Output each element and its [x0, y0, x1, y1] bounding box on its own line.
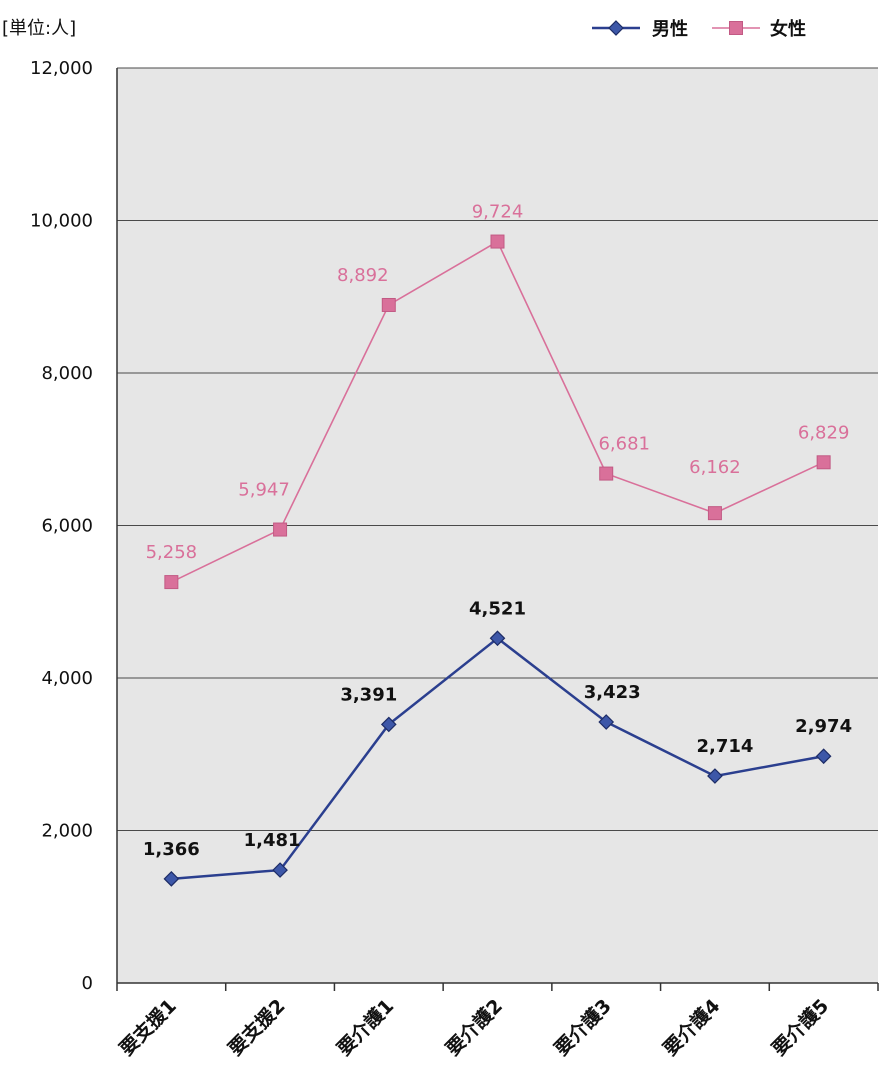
data-point-female [707, 506, 722, 521]
legend-label-male: 男性 [652, 18, 688, 40]
data-label-male: 3,391 [340, 684, 397, 705]
data-point-male [815, 748, 832, 765]
legend-marker-female [729, 21, 743, 35]
unit-label: [単位:人] [2, 18, 76, 39]
data-point-male [380, 716, 397, 733]
data-label-female: 5,258 [146, 542, 198, 563]
data-point-female [599, 466, 614, 481]
data-point-male [707, 768, 723, 784]
x-category-label: 要介護3 [550, 994, 616, 1060]
data-label-male: 2,974 [795, 716, 852, 737]
y-tick-label: 4,000 [41, 668, 93, 689]
y-tick-label: 2,000 [41, 821, 93, 842]
data-point-female [490, 234, 505, 249]
y-tick-label: 8,000 [41, 363, 93, 384]
legend-marker-male [608, 20, 624, 36]
x-category-label: 要介護2 [441, 994, 507, 1060]
y-tick-label: 6,000 [41, 516, 93, 537]
data-point-male [163, 870, 180, 887]
x-category-label: 要支援2 [224, 994, 290, 1060]
data-point-female [273, 522, 288, 537]
data-point-female [381, 297, 396, 312]
data-label-male: 2,714 [696, 736, 753, 757]
y-tick-label: 10,000 [30, 211, 93, 232]
x-category-label: 要介護4 [659, 994, 725, 1060]
data-point-male [598, 714, 615, 730]
data-label-male: 1,366 [143, 839, 200, 860]
data-label-female: 6,829 [798, 422, 850, 443]
data-label-male: 1,481 [244, 830, 301, 851]
data-label-female: 6,681 [598, 434, 650, 455]
x-category-label: 要支援1 [115, 994, 181, 1060]
data-label-female: 5,947 [238, 480, 290, 501]
x-category-label: 要介護1 [332, 994, 398, 1060]
data-label-female: 9,724 [472, 202, 524, 223]
data-point-male [272, 862, 288, 878]
x-category-label: 要介護5 [767, 994, 833, 1060]
y-tick-label: 12,000 [30, 58, 93, 79]
data-point-female [816, 455, 831, 470]
data-label-male: 3,423 [584, 682, 641, 703]
data-label-male: 4,521 [469, 598, 526, 619]
y-tick-label: 0 [82, 973, 93, 994]
data-label-female: 8,892 [337, 265, 389, 286]
data-point-male [489, 630, 506, 647]
legend-label-female: 女性 [770, 18, 806, 40]
data-label-female: 6,162 [689, 457, 741, 478]
data-point-female [164, 575, 179, 590]
